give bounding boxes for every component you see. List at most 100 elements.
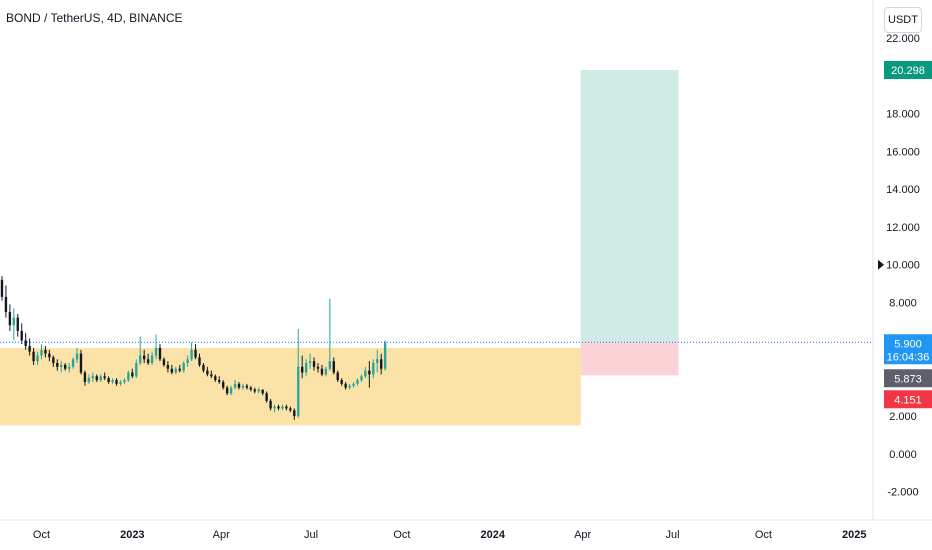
candle-body xyxy=(87,378,91,382)
candle-body xyxy=(222,381,225,388)
time-tick-label: Jul xyxy=(304,529,318,541)
candle-body xyxy=(142,355,146,360)
candle-body xyxy=(60,364,63,367)
time-tick-label: Oct xyxy=(33,529,50,541)
candle-body xyxy=(158,347,162,360)
candle-body xyxy=(162,359,166,365)
candle-body xyxy=(320,368,324,375)
candle-body xyxy=(316,366,320,369)
candle-body xyxy=(150,355,154,364)
candle-body xyxy=(344,383,347,388)
candle-body xyxy=(16,317,19,331)
candle-body xyxy=(52,357,55,364)
candle-body xyxy=(281,406,284,409)
time-tick-label: Apr xyxy=(574,529,591,541)
candle-body xyxy=(154,347,158,356)
candle-body xyxy=(79,353,83,373)
candle-body xyxy=(56,363,59,367)
candle-body xyxy=(170,368,174,373)
candle-body xyxy=(63,364,67,369)
time-tick-label: Oct xyxy=(393,529,410,541)
stop-price-label: 4.151 xyxy=(894,394,922,406)
candle-body xyxy=(71,359,75,367)
candle-body xyxy=(83,372,87,382)
stop-price-badge xyxy=(884,390,932,409)
time-tick-label: 2024 xyxy=(481,529,506,541)
price-tick-label: 18.000 xyxy=(886,108,920,120)
price-tick-label: 10.000 xyxy=(886,260,920,272)
candle-body xyxy=(257,389,260,392)
target-price-label: 20.298 xyxy=(891,65,925,77)
candle-body xyxy=(190,349,193,360)
candle-body xyxy=(273,406,276,409)
candle-body xyxy=(131,372,134,377)
candle-body xyxy=(24,340,27,347)
price-marker-icon xyxy=(878,259,884,270)
candle-body xyxy=(111,380,114,382)
candle-body xyxy=(75,353,79,360)
stop-zone xyxy=(580,342,679,376)
candle-body xyxy=(103,376,106,379)
candle-body xyxy=(218,380,221,382)
candle-body xyxy=(67,366,71,369)
candle-body xyxy=(28,346,31,352)
chart-title: BOND / TetherUS, 4D, BINANCE xyxy=(6,11,183,25)
candle-body xyxy=(115,380,118,384)
time-tick-label: 2025 xyxy=(842,529,866,541)
candle-body xyxy=(297,366,300,416)
time-tick-label: Jul xyxy=(665,529,679,541)
candle-body xyxy=(364,370,367,377)
candle-body xyxy=(336,372,339,381)
candle-body xyxy=(253,389,256,392)
candle-body xyxy=(312,361,316,367)
candle-body xyxy=(107,378,110,382)
candle-body xyxy=(293,410,296,416)
candle-body xyxy=(198,357,201,365)
candle-body xyxy=(194,349,197,358)
candle-body xyxy=(135,363,138,377)
candle-body xyxy=(166,364,170,369)
zones-layer xyxy=(0,70,679,426)
candle-body xyxy=(214,376,217,381)
countdown-label: 16:04:36 xyxy=(887,351,930,363)
candle-body xyxy=(368,370,371,375)
candle-body xyxy=(229,387,233,394)
candle-body xyxy=(186,359,189,364)
candle-body xyxy=(12,317,16,326)
candle-body xyxy=(261,389,264,394)
candle-body xyxy=(285,406,288,409)
candle-body xyxy=(95,376,98,381)
candle-body xyxy=(48,353,51,358)
candle-body xyxy=(265,393,268,401)
currency-button[interactable]: USDT xyxy=(884,7,922,33)
time-axis[interactable]: Oct 2023 Apr Jul Oct 2024 Apr Jul Oct 2025 xyxy=(33,529,867,541)
candle-body xyxy=(20,330,23,341)
target-price-badge xyxy=(884,61,932,80)
candle-body xyxy=(91,376,95,379)
candle-body xyxy=(202,364,205,371)
candle-body xyxy=(241,385,245,388)
candle-body xyxy=(0,279,4,297)
candle-body xyxy=(269,400,272,409)
price-tick-label: 12.000 xyxy=(886,222,920,234)
candle-body xyxy=(376,359,379,364)
prev-price-badge xyxy=(884,369,932,388)
price-axis[interactable]: 22.000 18.000 16.000 14.000 12.000 10.000 8.00… xyxy=(878,33,920,499)
candle-body xyxy=(289,408,292,411)
candle-body xyxy=(99,376,102,381)
candle-body xyxy=(237,383,241,388)
candle-body xyxy=(304,363,308,373)
candle-body xyxy=(356,380,359,384)
candle-body xyxy=(4,296,8,312)
candle-body xyxy=(44,349,47,354)
candle-body xyxy=(360,376,363,381)
candle-body xyxy=(32,351,35,362)
candle-body xyxy=(352,383,355,386)
price-tick-label: 0.000 xyxy=(889,449,917,461)
price-tick-label: 8.000 xyxy=(889,298,917,310)
current-price-badge xyxy=(884,334,932,365)
candle-body xyxy=(301,366,304,373)
target-zone xyxy=(580,70,679,343)
candle-body xyxy=(249,387,253,390)
